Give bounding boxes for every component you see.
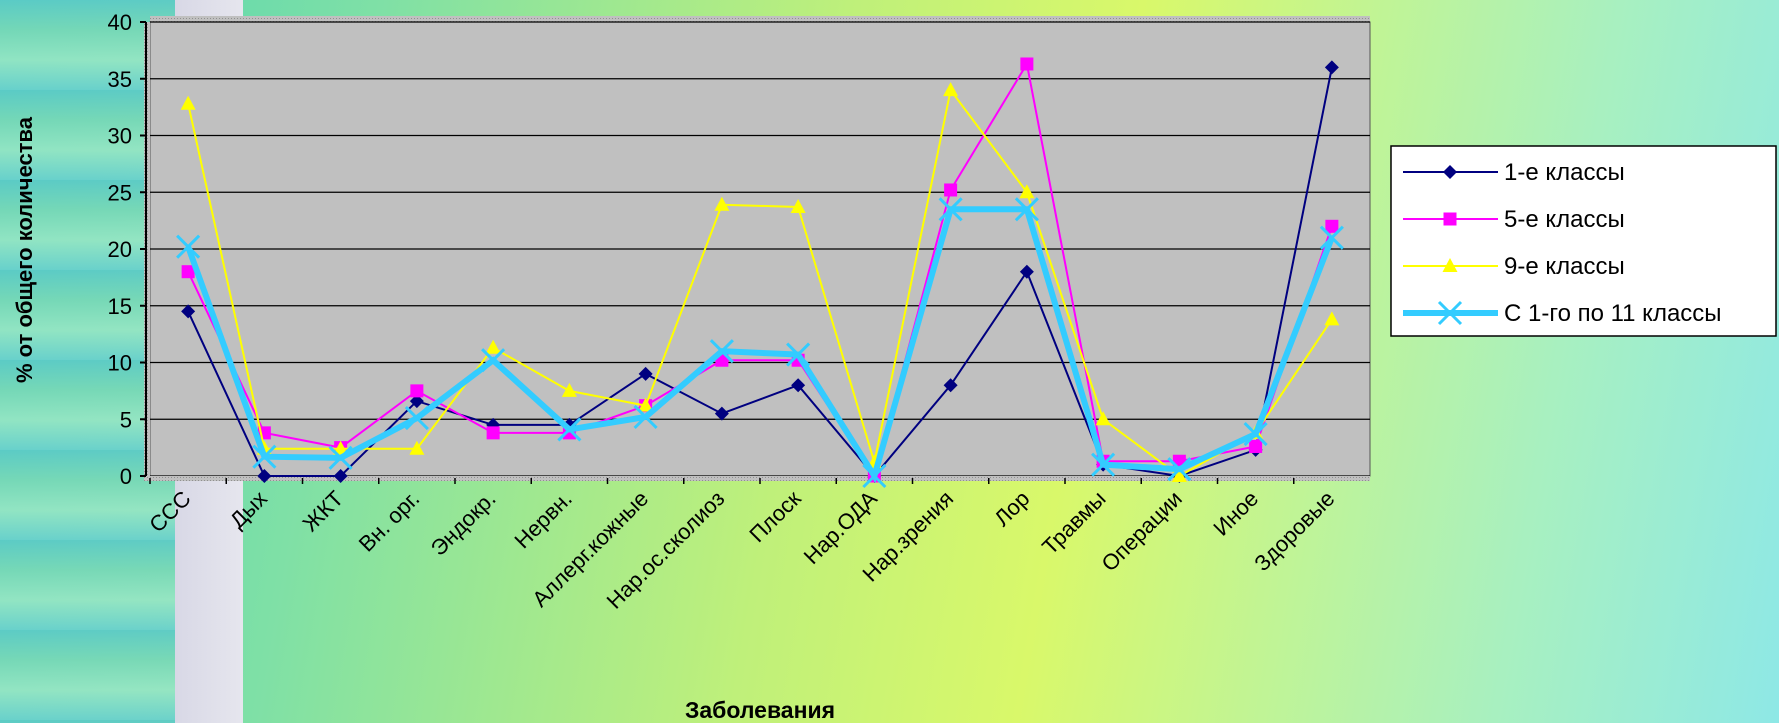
x-tick-label: Вн. орг. bbox=[354, 486, 425, 557]
x-tick-label: Эндокр. bbox=[426, 486, 501, 561]
y-tick-label: 15 bbox=[108, 294, 132, 319]
data-point bbox=[943, 82, 959, 97]
data-point bbox=[404, 406, 429, 431]
data-point bbox=[943, 378, 958, 393]
data-point bbox=[1324, 311, 1340, 326]
data-point bbox=[481, 348, 506, 373]
data-point bbox=[333, 440, 349, 455]
y-tick-label: 20 bbox=[108, 237, 132, 262]
plot-floor bbox=[144, 476, 1370, 481]
data-point bbox=[791, 378, 806, 393]
data-point bbox=[333, 469, 348, 483]
x-tick-label: Здоровые bbox=[1249, 486, 1339, 576]
data-point bbox=[1020, 57, 1034, 71]
legend-entry: 9-е классы bbox=[1504, 253, 1625, 280]
x-tick-label: Иное bbox=[1208, 486, 1263, 541]
y-tick-label: 40 bbox=[108, 10, 132, 35]
legend-box bbox=[1390, 145, 1777, 337]
legend-entry: С 1-го по 11 классы bbox=[1504, 300, 1722, 327]
data-point bbox=[1167, 457, 1192, 482]
data-point bbox=[1019, 184, 1035, 199]
x-tick-label: ССС bbox=[144, 486, 195, 537]
series-line bbox=[185, 206, 1335, 484]
data-point bbox=[486, 426, 500, 440]
data-point bbox=[409, 440, 425, 455]
data-point bbox=[181, 304, 196, 319]
data-point bbox=[638, 397, 654, 412]
plot-depth-top-band bbox=[150, 16, 1370, 22]
data-point bbox=[714, 406, 729, 421]
data-point bbox=[1014, 197, 1039, 222]
y-axis-label: % от общего количества bbox=[12, 116, 37, 383]
y-tick-label: 10 bbox=[108, 351, 132, 376]
data-point bbox=[714, 196, 730, 211]
legend-marker bbox=[1443, 212, 1457, 226]
data-point bbox=[1319, 225, 1344, 250]
series-line bbox=[187, 61, 1333, 479]
data-point bbox=[485, 339, 501, 354]
y-tick-label: 30 bbox=[108, 124, 132, 149]
legend-entry: 1-е классы bbox=[1504, 159, 1625, 186]
y-tick-label: 35 bbox=[108, 67, 132, 92]
y-tick-label: 25 bbox=[108, 180, 132, 205]
x-tick-label: Травмы bbox=[1037, 486, 1111, 560]
data-point bbox=[1324, 60, 1339, 75]
series-line bbox=[187, 87, 1333, 478]
x-tick-label: Операции bbox=[1096, 486, 1186, 576]
data-point bbox=[328, 445, 353, 470]
legend-marker bbox=[1437, 300, 1463, 326]
y-tick-label: 5 bbox=[120, 407, 132, 432]
data-point bbox=[944, 183, 958, 197]
x-tick-label: Дых bbox=[225, 486, 272, 533]
legend-marker bbox=[1442, 258, 1458, 272]
x-tick-label: Плоск bbox=[744, 486, 806, 548]
x-axis-label: Заболевания bbox=[685, 697, 835, 723]
data-point bbox=[862, 463, 887, 489]
data-point bbox=[638, 366, 653, 381]
data-point bbox=[181, 265, 195, 279]
legend-marker bbox=[1443, 165, 1457, 179]
data-point bbox=[1249, 439, 1263, 453]
data-point bbox=[790, 199, 806, 214]
data-point bbox=[1019, 264, 1034, 279]
x-tick-label: ЖКТ bbox=[298, 486, 349, 537]
data-point bbox=[938, 197, 963, 222]
y-tick-label: 0 bbox=[120, 464, 132, 489]
series-3 bbox=[180, 82, 1340, 482]
data-point bbox=[1171, 468, 1187, 482]
data-point bbox=[180, 95, 196, 110]
data-point bbox=[786, 342, 811, 367]
data-point bbox=[561, 382, 577, 397]
data-point bbox=[252, 444, 277, 469]
data-point bbox=[1091, 452, 1116, 477]
legend-entry: 5-е классы bbox=[1504, 206, 1625, 233]
data-point bbox=[557, 417, 582, 442]
data-point bbox=[1095, 411, 1111, 426]
legend: 1-е классы 5-е классы 9-е классы С 1-го по … bbox=[1390, 145, 1777, 337]
data-point bbox=[410, 384, 424, 398]
x-tick-label: Нервн. bbox=[510, 486, 577, 553]
data-point bbox=[1243, 421, 1268, 447]
data-point bbox=[257, 469, 272, 483]
x-tick-label: Лор bbox=[989, 486, 1034, 531]
data-point bbox=[709, 339, 734, 364]
data-point bbox=[176, 234, 201, 259]
data-point bbox=[633, 404, 658, 430]
data-point bbox=[1325, 219, 1339, 233]
data-point bbox=[409, 394, 424, 409]
series-4 bbox=[176, 197, 1344, 489]
